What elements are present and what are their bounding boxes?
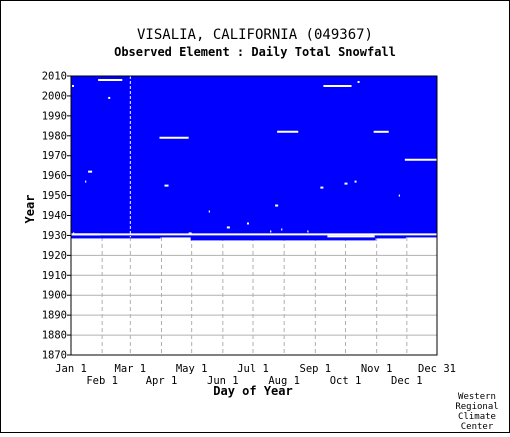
x-tick-label: Apr 1 [146,375,178,387]
x-tick-label: Feb 1 [86,375,118,387]
x-tick-label: May 1 [176,363,208,375]
coverage-start [190,233,345,241]
chart-title: VISALIA, CALIFORNIA (049367) [137,27,373,43]
y-tick-label: 1940 [42,210,67,222]
x-tick-label: Aug 1 [268,375,300,387]
x-tick-label: Jan 1 [55,363,87,375]
credit-line: Western [458,392,496,402]
y-tick-label: 1990 [42,110,67,122]
y-tick-label: 1950 [42,190,67,202]
coverage-start [71,233,101,239]
y-axis-label: Year [23,195,37,224]
coverage-bar [71,76,437,238]
coverage-start [375,233,406,239]
coverage-layer [71,76,437,241]
y-tick-label: 1970 [42,150,67,162]
x-tick-label: Dec 1 [391,375,423,387]
x-tick-label: Jul 1 [237,363,269,375]
y-tick-label: 1890 [42,310,67,322]
y-tick-label: 1930 [42,230,67,242]
x-axis-label: Day of Year [213,384,292,398]
x-tick-label: Oct 1 [330,375,362,387]
missing-layer [70,75,438,356]
coverage-start [100,233,130,239]
y-tick-label: 2000 [42,90,67,102]
y-tick-label: 1910 [42,270,67,282]
credit-line: Center [461,422,494,432]
x-tick-label: Sep 1 [300,363,332,375]
x-tick-label: Jun 1 [207,375,239,387]
y-tick-label: 1880 [42,330,67,342]
y-tick-label: 1980 [42,130,67,142]
x-tick-label: Nov 1 [361,363,393,375]
credit-line: Climate [458,412,496,422]
x-tick-labels: Jan 1 Mar 1 May 1 Jul 1 Sep 1 Nov 1 Dec 31 Feb … [55,363,456,387]
credit-block: Western Regional Climate Center [455,392,498,432]
y-tick-labels: 1870 1880 1890 1900 1910 1920 1930 1940 1950 1960… [42,71,71,362]
x-tick-label: Dec 31 [418,363,456,375]
chart-subtitle: Observed Element : Daily Total Snowfall [114,45,396,59]
credit-line: Regional [455,402,498,412]
y-tick-label: 1960 [42,170,67,182]
y-tick-label: 1900 [42,290,67,302]
y-tick-label: 2010 [42,71,67,83]
y-tick-label: 1920 [42,250,67,262]
coverage-start [129,233,161,239]
y-tick-label: 1870 [42,350,67,362]
x-tick-label: Mar 1 [115,363,147,375]
